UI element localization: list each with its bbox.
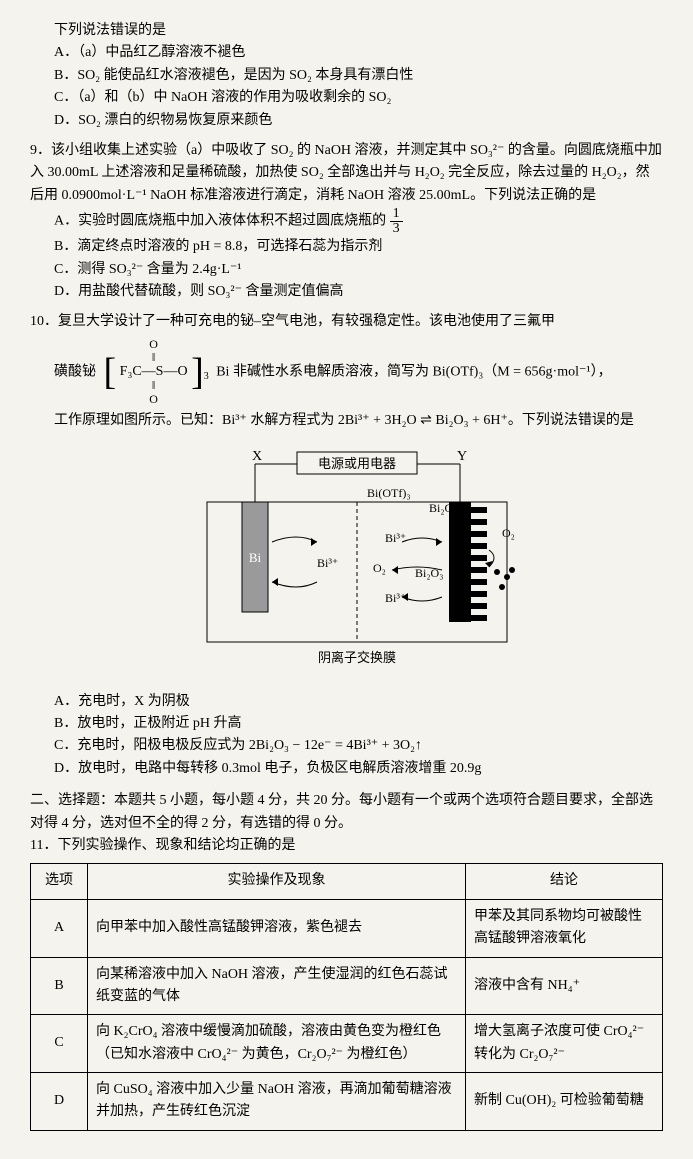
q11-stem: 11．下列实验操作、现象和结论均正确的是 bbox=[30, 835, 663, 857]
fraction-icon: 1 3 bbox=[390, 207, 403, 236]
q10-b-text: 放电时，正极附近 pH 升高 bbox=[77, 716, 241, 731]
battery-diagram-icon: X Y 电源或用电器 Bi bbox=[167, 442, 527, 672]
matrix-inner: F₃C—S—O bbox=[120, 364, 188, 379]
table-row: B 向某稀溶液中加入 NaOH 溶液，产生使湿润的红色石蕊试纸变蓝的气体 溶液中… bbox=[31, 957, 663, 1015]
q10-stem2: 工作原理如图所示。已知：Bi³⁺ 水解方程式为 2Bi³⁺ + 3H₂O ⇌ B… bbox=[54, 410, 663, 432]
q10-a-text: 充电时，X 为阴极 bbox=[78, 694, 190, 709]
label-y: Y bbox=[457, 449, 467, 464]
q9-stem: 9．该小组收集上述实验（a）中吸收了 SO₂ 的 NaOH 溶液，并测定其中 S… bbox=[30, 140, 663, 207]
cell-opt: B bbox=[31, 957, 88, 1015]
label-o2-right: O₂ bbox=[502, 526, 515, 540]
th-conclusion: 结论 bbox=[466, 864, 663, 899]
q10-option-c: C．充电时，阳极电极反应式为 2Bi₂O₃ − 12e⁻ = 4Bi³⁺ + 3… bbox=[54, 735, 663, 757]
q9-option-d: D．用盐酸代替硫酸，则 SO₃²⁻ 含量测定值偏高 bbox=[54, 281, 663, 303]
table-row: C 向 K₂CrO₄ 溶液中缓慢滴加硫酸，溶液由黄色变为橙红色（已知水溶液中 C… bbox=[31, 1015, 663, 1073]
label-membrane: 阴离子交换膜 bbox=[317, 650, 395, 665]
label-bi3-bot: Bi³⁺ bbox=[385, 591, 406, 605]
option-b: B．SO₂ 能使品红水溶液褪色，是因为 SO₂ 本身具有漂白性 bbox=[54, 65, 663, 87]
frac-num: 1 bbox=[390, 207, 403, 222]
option-c: C．（a）和（b）中 NaOH 溶液的作用为吸收剩余的 SO₂ bbox=[54, 87, 663, 109]
cell-con: 甲苯及其同系物均可被酸性高锰酸钾溶液氧化 bbox=[466, 899, 663, 957]
label-bi: Bi bbox=[248, 550, 261, 565]
q9-c-text: 测得 SO₃²⁻ 含量为 2.4g·L⁻¹ bbox=[77, 262, 241, 277]
formula-post: Bi 非碱性水系电解质溶液，简写为 Bi(OTf)₃（M = 656g·mol⁻… bbox=[216, 364, 611, 379]
stem-text: 下列说法错误的是 bbox=[54, 20, 663, 42]
cell-opt: A bbox=[31, 899, 88, 957]
q10-option-d: D．放电时，电路中每转移 0.3mol 电子，负极区电解质溶液增重 20.9g bbox=[54, 758, 663, 780]
label-bi2o3-mid: Bi₂O₃ bbox=[415, 566, 443, 580]
q11-stem-text: 下列实验操作、现象和结论均正确的是 bbox=[57, 838, 295, 853]
option-c-text: （a）和（b）中 NaOH 溶液的作用为吸收剩余的 SO₂ bbox=[77, 90, 391, 105]
q10-stem1-text: 复旦大学设计了一种可充电的铋–空气电池，有较强稳定性。该电池使用了三氟甲 bbox=[58, 314, 555, 329]
frac-den: 3 bbox=[390, 222, 403, 236]
cell-op: 向甲苯中加入酸性高锰酸钾溶液，紫色褪去 bbox=[88, 899, 466, 957]
label-bi2o3-a: Bi₂O₃ bbox=[429, 501, 457, 515]
label-x: X bbox=[252, 449, 262, 464]
cell-con: 新制 Cu(OH)₂ 可检验葡萄糖 bbox=[466, 1073, 663, 1131]
q10-c-text: 充电时，阳极电极反应式为 2Bi₂O₃ − 12e⁻ = 4Bi³⁺ + 3O₂… bbox=[77, 738, 422, 753]
cell-con: 增大氢离子浓度可使 CrO₄²⁻ 转化为 Cr₂O₇²⁻ bbox=[466, 1015, 663, 1073]
q9-b-text: 滴定终点时溶液的 pH = 8.8，可选择石蕊为指示剂 bbox=[77, 239, 382, 254]
label-topbox: 电源或用电器 bbox=[317, 456, 395, 471]
cell-op: 向 CuSO₄ 溶液中加入少量 NaOH 溶液，再滴加葡萄糖溶液并加热，产生砖红… bbox=[88, 1073, 466, 1131]
label-bi3-left: Bi³⁺ bbox=[317, 556, 338, 570]
q10-num: 10． bbox=[30, 314, 58, 329]
table-row: D 向 CuSO₄ 溶液中加入少量 NaOH 溶液，再滴加葡萄糖溶液并加热，产生… bbox=[31, 1073, 663, 1131]
q9-d-text: 用盐酸代替硫酸，则 SO₃²⁻ 含量测定值偏高 bbox=[78, 284, 343, 299]
q10-d-text: 放电时，电路中每转移 0.3mol 电子，负极区电解质溶液增重 20.9g bbox=[78, 761, 481, 776]
label-bi3-mid: Bi³⁺ bbox=[385, 531, 406, 545]
q9-option-c: C．测得 SO₃²⁻ 含量为 2.4g·L⁻¹ bbox=[54, 259, 663, 281]
q10-diagram: X Y 电源或用电器 Bi bbox=[30, 442, 663, 680]
q10-stem1: 10．复旦大学设计了一种可充电的铋–空气电池，有较强稳定性。该电池使用了三氟甲 bbox=[30, 311, 663, 333]
question-10: 10．复旦大学设计了一种可充电的铋–空气电池，有较强稳定性。该电池使用了三氟甲 … bbox=[30, 311, 663, 780]
formula-pre: 磺酸铋 bbox=[54, 364, 96, 379]
cell-op: 向 K₂CrO₄ 溶液中缓慢滴加硫酸，溶液由黄色变为橙红色（已知水溶液中 CrO… bbox=[88, 1015, 466, 1073]
q9-option-b: B．滴定终点时溶液的 pH = 8.8，可选择石蕊为指示剂 bbox=[54, 236, 663, 258]
label-biotf: Bi(OTf)₃ bbox=[367, 486, 411, 500]
option-a-text: （a）中品红乙醇溶液不褪色 bbox=[78, 45, 245, 60]
comb-electrode-icon bbox=[449, 502, 487, 622]
option-d: D．SO₂ 漂白的织物易恢复原来颜色 bbox=[54, 110, 663, 132]
q10-option-b: B．放电时，正极附近 pH 升高 bbox=[54, 713, 663, 735]
matrix-icon: [ O ‖ F₃C—S—O ‖ O ]3 bbox=[104, 338, 209, 406]
q9-a-pre: 实验时圆底烧瓶中加入液体体积不超过圆底烧瓶的 bbox=[78, 214, 386, 229]
q10-formula-line: 磺酸铋 [ O ‖ F₃C—S—O ‖ O ]3 Bi 非碱性水系电解质溶液，简… bbox=[54, 338, 663, 406]
cell-con: 溶液中含有 NH₄⁺ bbox=[466, 957, 663, 1015]
section-2-header: 二、选择题：本题共 5 小题，每小题 4 分，共 20 分。每小题有一个或两个选… bbox=[30, 790, 663, 835]
th-operation: 实验操作及现象 bbox=[88, 864, 466, 899]
q11-table: 选项 实验操作及现象 结论 A 向甲苯中加入酸性高锰酸钾溶液，紫色褪去 甲苯及其… bbox=[30, 863, 663, 1131]
option-a: A．（a）中品红乙醇溶液不褪色 bbox=[54, 42, 663, 64]
q9-stem-text: 该小组收集上述实验（a）中吸收了 SO₂ 的 NaOH 溶液，并测定其中 SO₃… bbox=[30, 143, 662, 203]
cell-opt: D bbox=[31, 1073, 88, 1131]
matrix-sub: 3 bbox=[204, 371, 209, 382]
q9-num: 9． bbox=[30, 143, 51, 158]
label-o2-mid: O₂ bbox=[373, 561, 386, 575]
table-row: A 向甲苯中加入酸性高锰酸钾溶液，紫色褪去 甲苯及其同系物均可被酸性高锰酸钾溶液… bbox=[31, 899, 663, 957]
question-9: 9．该小组收集上述实验（a）中吸收了 SO₂ 的 NaOH 溶液，并测定其中 S… bbox=[30, 140, 663, 303]
table-header-row: 选项 实验操作及现象 结论 bbox=[31, 864, 663, 899]
question-intro: 下列说法错误的是 A．（a）中品红乙醇溶液不褪色 B．SO₂ 能使品红水溶液褪色… bbox=[30, 20, 663, 132]
option-d-text: SO₂ 漂白的织物易恢复原来颜色 bbox=[78, 113, 272, 128]
q10-option-a: A．充电时，X 为阴极 bbox=[54, 691, 663, 713]
cell-op: 向某稀溶液中加入 NaOH 溶液，产生使湿润的红色石蕊试纸变蓝的气体 bbox=[88, 957, 466, 1015]
matrix-bottom: O bbox=[120, 393, 188, 406]
question-11: 11．下列实验操作、现象和结论均正确的是 选项 实验操作及现象 结论 A 向甲苯… bbox=[30, 835, 663, 1131]
q11-num: 11． bbox=[30, 838, 57, 853]
th-option: 选项 bbox=[31, 864, 88, 899]
option-b-text: SO₂ 能使品红水溶液褪色，是因为 SO₂ 本身具有漂白性 bbox=[77, 68, 413, 83]
cell-opt: C bbox=[31, 1015, 88, 1073]
q9-option-a: A．实验时圆底烧瓶中加入液体体积不超过圆底烧瓶的 1 3 bbox=[54, 207, 663, 236]
matrix-top: O bbox=[120, 338, 188, 351]
